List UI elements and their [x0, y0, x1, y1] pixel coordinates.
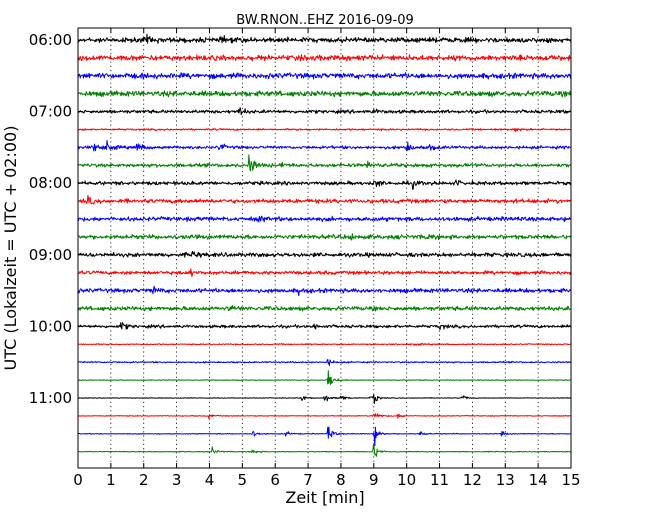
seismic-trace — [77, 195, 572, 205]
y-tick-label: 08:00 — [29, 174, 72, 192]
y-axis-label: UTC (Lokalzeit = UTC + 02:00) — [1, 126, 20, 371]
seismic-trace — [77, 139, 572, 152]
seismic-trace — [77, 233, 572, 241]
seismic-trace — [78, 370, 572, 385]
trace-area — [77, 33, 572, 457]
seismic-trace — [77, 72, 572, 80]
x-tick-label: 3 — [172, 471, 182, 489]
seismic-trace — [77, 426, 572, 447]
y-tick-label: 10:00 — [29, 317, 72, 335]
x-axis-ticks: 0 1 2 3 4 5 6 7 8 9 10 11 12 13 14 15 — [73, 28, 581, 489]
seismic-trace — [77, 90, 571, 98]
x-tick-label: 7 — [303, 471, 313, 489]
y-axis-ticks: 06:00 07:00 08:00 09:00 10:00 11:00 — [29, 31, 571, 407]
x-tick-label: 0 — [73, 471, 83, 489]
x-tick-label: 14 — [529, 471, 548, 489]
seismic-trace — [77, 305, 572, 312]
seismic-trace — [77, 127, 572, 132]
seismic-trace — [77, 443, 572, 457]
seismic-trace — [77, 268, 572, 277]
seismic-trace — [77, 359, 572, 367]
seismic-trace — [77, 285, 572, 297]
x-tick-label: 9 — [369, 471, 379, 489]
seismic-trace — [77, 322, 572, 331]
x-tick-label: 12 — [463, 471, 482, 489]
x-axis-label: Zeit [min] — [285, 488, 364, 507]
y-tick-label: 06:00 — [29, 31, 72, 49]
plot-frame — [77, 27, 572, 469]
seismic-trace — [77, 215, 572, 223]
x-tick-label: 8 — [336, 471, 346, 489]
y-tick-label: 11:00 — [29, 389, 72, 407]
seismic-trace — [77, 33, 572, 44]
seismic-trace — [77, 154, 572, 172]
y-tick-label: 07:00 — [29, 103, 72, 121]
x-tick-label: 5 — [238, 471, 248, 489]
x-tick-label: 2 — [139, 471, 149, 489]
chart-title: BW.RNON..EHZ 2016-09-09 — [236, 13, 414, 28]
seismic-trace — [77, 343, 571, 346]
y-tick-label: 09:00 — [29, 246, 72, 264]
x-tick-label: 6 — [270, 471, 280, 489]
x-tick-label: 15 — [561, 471, 580, 489]
x-tick-label: 11 — [430, 471, 449, 489]
x-tick-label: 10 — [397, 471, 416, 489]
seismic-trace — [77, 107, 572, 116]
seismic-trace — [77, 250, 572, 258]
x-tick-label: 4 — [205, 471, 215, 489]
x-tick-label: 13 — [496, 471, 515, 489]
seismic-trace — [77, 54, 572, 62]
seismic-trace — [77, 394, 572, 404]
seismic-trace — [77, 413, 572, 420]
seismic-trace — [77, 179, 572, 190]
x-tick-label: 1 — [106, 471, 116, 489]
